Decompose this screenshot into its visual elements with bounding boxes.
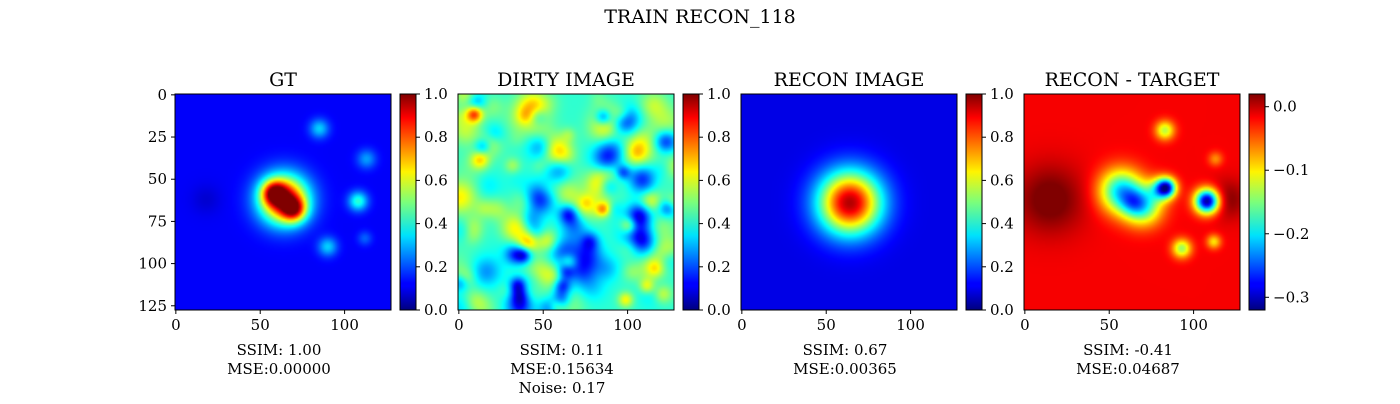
colorbar-tick-label: 0.0 <box>990 301 1014 319</box>
x-tick-label: 100 <box>1179 316 1208 334</box>
heatmap-image <box>458 94 674 310</box>
colorbar-tick-label: 1.0 <box>707 85 731 103</box>
colorbar <box>1248 93 1266 311</box>
colorbar-tick-label: 1.0 <box>990 85 1014 103</box>
y-tick-label: 75 <box>148 212 167 230</box>
panel-title: RECON IMAGE <box>774 69 925 91</box>
colorbar-tick-label: 0.2 <box>424 258 448 276</box>
colorbar-tick-label: 0.2 <box>990 258 1014 276</box>
colorbar <box>682 93 700 311</box>
colorbar-tick-label: 0.4 <box>424 215 448 233</box>
colorbar-tick-label: −0.3 <box>1273 288 1309 306</box>
colorbar-tick-label: 0.6 <box>424 171 448 189</box>
panels: GT 0 50 100 0 25 50 75 100 125 0.0 0.2 0.4 0.6 0.8 1.0 S… <box>138 69 1309 397</box>
x-tick-label: 50 <box>1100 316 1119 334</box>
x-tick-label: 50 <box>817 316 836 334</box>
colorbar-tick-label: 0.8 <box>707 128 731 146</box>
metric-caption-line: SSIM: 1.00 <box>237 341 322 359</box>
x-tick-label: 0 <box>737 316 747 334</box>
y-tick-label: 125 <box>138 297 167 315</box>
heatmap-frame <box>457 93 675 311</box>
panel-title: DIRTY IMAGE <box>497 69 635 91</box>
heatmap-image <box>741 94 957 310</box>
y-tick-label: 50 <box>148 170 167 188</box>
colorbar-tick-label: 0.0 <box>424 301 448 319</box>
panel-title: GT <box>269 69 297 91</box>
colorbar-tick-label: 0.2 <box>707 258 731 276</box>
panel-dirty: DIRTY IMAGE 0 50 100 0.0 0.2 0.4 0.6 0.8 1.0 SSIM:… <box>454 69 731 397</box>
colorbar <box>965 93 983 311</box>
heatmap-frame <box>740 93 958 311</box>
metric-caption-line: SSIM: 0.67 <box>803 341 888 359</box>
panel-recon: RECON IMAGE 0 50 100 0.0 0.2 0.4 0.6 0.8 1.0 SSIM:… <box>737 69 1014 378</box>
metric-caption-line: Noise: 0.17 <box>519 379 606 397</box>
x-tick-label: 0 <box>454 316 464 334</box>
x-tick-label: 100 <box>613 316 642 334</box>
y-tick-label: 0 <box>157 86 167 104</box>
metric-caption-line: SSIM: 0.11 <box>520 341 605 359</box>
colorbar-tick-label: −0.1 <box>1273 161 1309 179</box>
metric-caption-line: MSE:0.15634 <box>510 360 614 378</box>
heatmap-frame <box>1023 93 1241 311</box>
colorbar <box>399 93 417 311</box>
metric-caption-line: MSE:0.00000 <box>227 360 331 378</box>
x-tick-label: 100 <box>896 316 925 334</box>
colorbar-tick-label: −0.2 <box>1273 225 1309 243</box>
colorbar-tick-label: 0.8 <box>424 128 448 146</box>
colorbar-tick-label: 0.8 <box>990 128 1014 146</box>
x-tick-label: 50 <box>251 316 270 334</box>
colorbar-tick-label: 0.6 <box>990 171 1014 189</box>
colorbar-tick-label: 1.0 <box>424 85 448 103</box>
heatmap-image <box>1024 94 1240 310</box>
x-tick-label: 0 <box>171 316 181 334</box>
x-tick-label: 100 <box>330 316 359 334</box>
x-tick-label: 50 <box>534 316 553 334</box>
y-tick-label: 25 <box>148 128 167 146</box>
heatmap-frame <box>174 93 392 311</box>
colorbar-tick-label: 0.4 <box>707 215 731 233</box>
panel-diff: RECON - TARGET 0 50 100 0.0 −0.1 −0.2 −0.3 SSIM:… <box>1020 69 1309 378</box>
panel-gt: GT 0 50 100 0 25 50 75 100 125 0.0 0.2 0.4 0.6 0.8 1.0 S… <box>138 69 448 378</box>
metric-caption-line: MSE:0.00365 <box>793 360 897 378</box>
metric-caption-line: MSE:0.04687 <box>1076 360 1180 378</box>
colorbar-tick-label: 0.6 <box>707 171 731 189</box>
x-tick-label: 0 <box>1020 316 1030 334</box>
panel-title: RECON - TARGET <box>1045 69 1220 91</box>
metric-caption-line: SSIM: -0.41 <box>1083 341 1173 359</box>
figure-title: TRAIN RECON_118 <box>604 6 796 28</box>
colorbar-tick-label: 0.0 <box>707 301 731 319</box>
colorbar-tick-label: 0.0 <box>1273 98 1297 116</box>
y-tick-label: 100 <box>138 255 167 273</box>
colorbar-tick-label: 0.4 <box>990 215 1014 233</box>
heatmap-image <box>175 94 391 310</box>
